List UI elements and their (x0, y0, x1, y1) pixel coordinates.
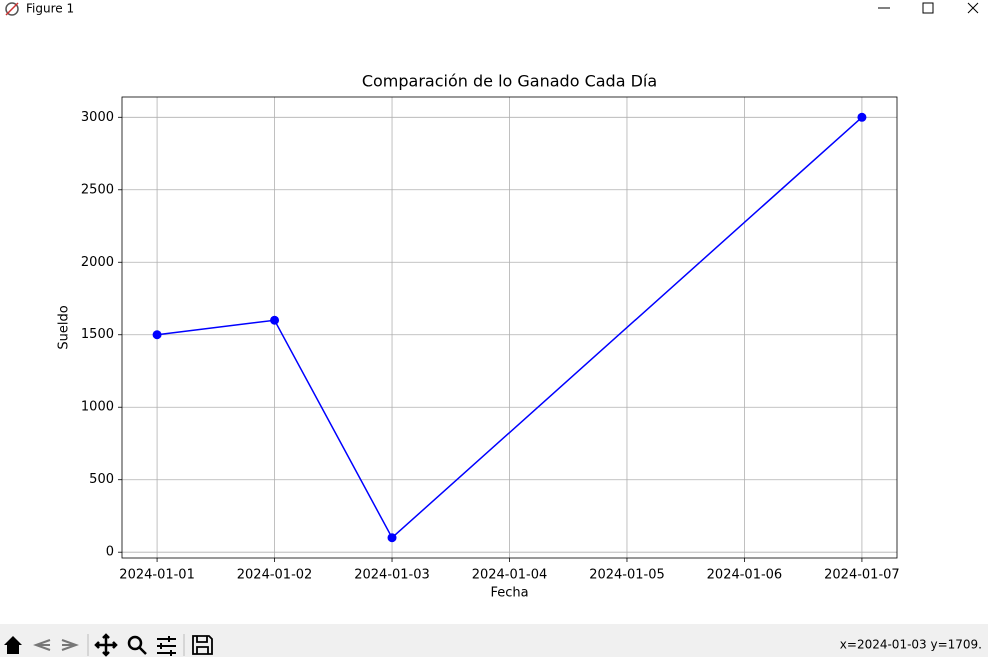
marker (152, 330, 162, 340)
save-button[interactable] (192, 635, 213, 655)
y-tick-label: 1500 (81, 327, 114, 342)
x-tick-label: 2024-01-01 (119, 568, 195, 583)
marker (387, 533, 397, 543)
app-icon (5, 2, 19, 16)
figure-canvas (0, 24, 988, 624)
y-tick-label: 1000 (81, 400, 114, 415)
home-button[interactable] (4, 636, 22, 654)
y-tick-label: 2000 (81, 255, 114, 270)
x-tick-label: 2024-01-07 (824, 568, 900, 583)
plot: Comparación de lo Ganado Cada Día 0 500 100… (57, 72, 900, 601)
back-button[interactable] (33, 639, 51, 651)
x-tick-label: 2024-01-03 (354, 568, 430, 583)
pan-button[interactable] (94, 633, 118, 657)
marker (857, 112, 867, 122)
y-tick-label: 3000 (81, 110, 114, 125)
toolbar (0, 624, 988, 657)
y-tick-label: 2500 (81, 182, 114, 197)
x-tick-label: 2024-01-06 (707, 568, 783, 583)
axes-frame (121, 96, 898, 559)
x-tick-label: 2024-01-05 (589, 568, 665, 583)
window-title: Figure 1 (26, 2, 74, 16)
maximize-button[interactable] (922, 2, 934, 14)
zoom-button[interactable] (127, 635, 147, 655)
x-tick-label: 2024-01-02 (237, 568, 313, 583)
title-bar (0, 0, 988, 24)
y-axis-label: Sueldo (57, 305, 72, 349)
marker (270, 315, 280, 325)
y-tick-label: 0 (106, 545, 114, 560)
x-tick-label: 2024-01-04 (472, 568, 548, 583)
status-text: x=2024-01-03 y=1709. (840, 638, 982, 652)
close-button[interactable] (967, 2, 979, 14)
configure-button[interactable] (157, 636, 176, 656)
toolbar-icons (4, 633, 213, 657)
y-tick-label: 500 (89, 472, 114, 487)
forward-button[interactable] (61, 639, 79, 651)
chart-title: Comparación de lo Ganado Cada Día (362, 72, 657, 91)
line (156, 116, 863, 539)
x-axis-label: Fecha (490, 586, 528, 601)
